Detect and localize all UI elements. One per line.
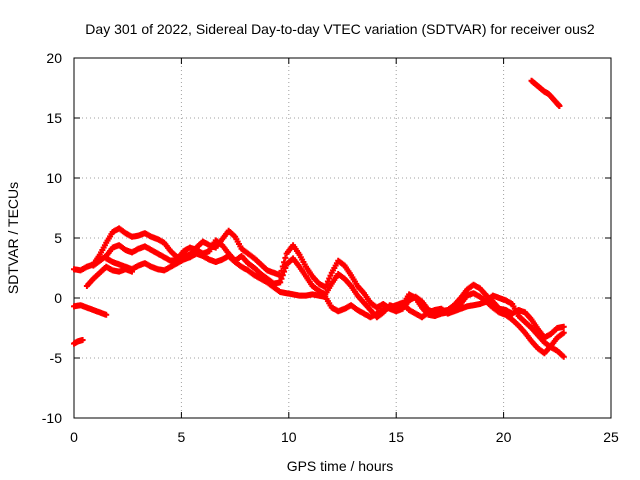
series-track-e <box>103 250 567 360</box>
data-point <box>282 254 289 261</box>
y-tick-label: 0 <box>54 290 62 306</box>
data-point <box>278 275 285 282</box>
series-track-a <box>71 337 86 347</box>
x-tick-label: 0 <box>70 429 78 445</box>
data-point <box>282 265 289 271</box>
data-point <box>128 268 135 275</box>
y-tick-label: 5 <box>54 230 62 246</box>
y-tick-label: -5 <box>50 350 63 366</box>
series-track-g <box>528 77 563 109</box>
data-point <box>279 272 286 279</box>
axis-ticks: 0 5 10 15 20 25 -10 -5 0 5 10 15 20 <box>42 50 619 445</box>
data-point <box>281 268 288 275</box>
series-track-b <box>71 302 110 318</box>
data-point <box>103 311 110 318</box>
series-track-f <box>83 263 135 289</box>
data-point <box>556 103 563 109</box>
x-tick-label: 15 <box>388 429 404 445</box>
grid-lines <box>74 58 611 418</box>
x-axis-label: GPS time / hours <box>287 458 394 474</box>
x-tick-label: 10 <box>281 429 297 445</box>
y-tick-label: 20 <box>46 50 62 66</box>
y-tick-label: 15 <box>46 110 62 126</box>
y-tick-label: 10 <box>46 170 62 186</box>
data-points <box>71 77 567 360</box>
data-point <box>560 353 567 360</box>
x-tick-label: 20 <box>496 429 512 445</box>
y-tick-label: -10 <box>42 410 62 426</box>
x-tick-label: 25 <box>603 429 619 445</box>
y-axis-label: SDTVAR / TECUs <box>5 182 21 294</box>
data-point <box>79 337 86 343</box>
chart-title: Day 301 of 2022, Sidereal Day-to-day VTE… <box>85 21 595 37</box>
data-point <box>560 323 567 330</box>
data-point <box>560 329 567 336</box>
data-point <box>277 279 284 286</box>
x-tick-label: 5 <box>178 429 186 445</box>
series-track-c <box>71 225 567 341</box>
